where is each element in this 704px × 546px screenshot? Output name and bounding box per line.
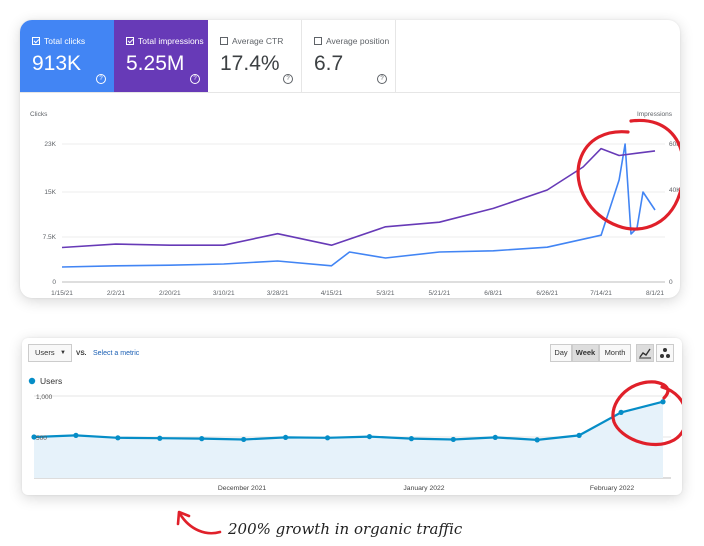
users-area-fill (34, 401, 663, 478)
metric-label: Average position (326, 36, 390, 46)
metric-value: 17.4% (220, 52, 280, 75)
help-icon[interactable]: ? (190, 74, 200, 84)
divider (20, 92, 680, 93)
x-tick-label: 4/15/21 (321, 290, 343, 297)
x-tick-label: December 2021 (218, 485, 267, 492)
y-tick-label-left: 15K (44, 189, 56, 196)
y-tick-label: 1,000 (36, 394, 53, 401)
checkbox-unchecked-icon[interactable] (314, 37, 322, 45)
y-tick-label: 500 (36, 435, 47, 442)
users-data-point[interactable] (534, 437, 540, 443)
range-day-button[interactable]: Day (550, 344, 572, 362)
y-tick-label-right: 0 (669, 279, 673, 286)
help-icon[interactable]: ? (377, 74, 387, 84)
metric-value: 913K (32, 52, 82, 75)
highlight-circle (611, 380, 682, 447)
metric-average-ctr[interactable]: Average CTR 17.4% ? (208, 20, 302, 92)
select-metric-link[interactable]: Select a metric (93, 350, 140, 357)
y-axis-label-right: Impressions (637, 111, 673, 118)
users-data-point[interactable] (324, 435, 331, 441)
line-chart-toggle[interactable] (636, 344, 654, 362)
y-tick-label-right: 60K (669, 141, 680, 148)
highlight-circle (576, 118, 680, 231)
metric-value: 6.7 (314, 52, 344, 75)
chevron-down-icon: ▼ (60, 350, 66, 356)
users-data-point[interactable] (492, 434, 498, 441)
metric-label: Total impressions (138, 36, 204, 46)
range-week-button[interactable]: Week (572, 344, 599, 362)
x-tick-label: 8/1/21 (646, 290, 664, 297)
metric-select-value: Users (35, 348, 55, 357)
x-tick-label: 2/20/21 (159, 290, 181, 297)
users-data-point[interactable] (366, 433, 373, 440)
y-axis-label-left: Clicks (30, 111, 48, 118)
help-icon[interactable]: ? (283, 74, 293, 84)
clicks-series-line (61, 143, 656, 268)
checkbox-unchecked-icon[interactable] (220, 37, 228, 45)
x-tick-label: 2/2/21 (107, 290, 125, 297)
x-tick-label: 1/15/21 (51, 290, 73, 297)
help-icon[interactable]: ? (96, 74, 106, 84)
users-data-point[interactable] (241, 436, 247, 443)
metric-average-position[interactable]: Average position 6.7 ? (302, 20, 396, 92)
users-data-point[interactable] (31, 434, 37, 440)
analytics-users-card: Users ▼ VS. Select a metric Day Week Mon… (22, 338, 682, 495)
users-series-line (33, 400, 664, 442)
x-tick-label: 7/14/21 (590, 290, 612, 297)
legend-users-label: Users (40, 376, 63, 386)
search-console-performance-card: Total clicks 913K ? Total impressions 5.… (20, 20, 680, 298)
y-tick-label-left: 0 (52, 279, 56, 286)
y-tick-label-right: 40K (669, 187, 680, 194)
x-tick-label: 3/28/21 (267, 290, 289, 297)
metric-label: Total clicks (44, 36, 86, 46)
x-tick-label: January 2022 (403, 485, 444, 492)
motion-chart-toggle[interactable] (656, 344, 674, 362)
y-tick-label-left: 23K (44, 141, 56, 148)
impressions-series-line (61, 147, 656, 249)
metric-total-impressions[interactable]: Total impressions 5.25M ? (114, 20, 208, 92)
users-data-point[interactable] (283, 434, 289, 441)
clicks-impressions-line-chart: Clicks Impressions 23K 15K 7.5K 0 60K 40K 0 1/1… (30, 111, 680, 297)
range-month-button[interactable]: Month (599, 344, 631, 362)
users-data-point[interactable] (115, 435, 121, 441)
users-data-point[interactable] (660, 399, 666, 405)
users-data-point[interactable] (73, 432, 79, 438)
users-data-point[interactable] (618, 409, 624, 415)
x-tick-label: 6/26/21 (536, 290, 558, 297)
users-area-chart: 1,000 500 December 2021 January 2022 Februar… (31, 380, 682, 492)
x-tick-label: 5/21/21 (429, 290, 451, 297)
users-data-point[interactable] (450, 436, 456, 443)
curved-arrow-icon (176, 510, 222, 535)
users-data-point[interactable] (408, 436, 414, 442)
x-tick-label: February 2022 (590, 485, 634, 492)
users-data-point[interactable] (576, 432, 582, 438)
metric-select-dropdown[interactable]: Users ▼ (28, 344, 72, 362)
legend-users-dot (28, 377, 36, 385)
metric-total-clicks[interactable]: Total clicks 913K ? (20, 20, 114, 92)
users-data-point[interactable] (157, 435, 163, 441)
checkbox-checked-icon[interactable] (32, 37, 40, 45)
vs-label: VS. (76, 350, 87, 357)
y-tick-label-left: 7.5K (43, 234, 57, 241)
x-tick-label: 5/3/21 (376, 290, 394, 297)
caption-growth: 200% growth in organic traffic (228, 520, 463, 538)
users-data-point[interactable] (199, 436, 205, 442)
metric-value: 5.25M (126, 52, 185, 75)
metric-label: Average CTR (232, 36, 284, 46)
checkbox-checked-icon[interactable] (126, 37, 134, 45)
bubble-chart-icon (660, 348, 670, 358)
x-tick-label: 6/8/21 (484, 290, 502, 297)
x-tick-label: 3/10/21 (213, 290, 235, 297)
line-chart-icon (639, 348, 651, 359)
